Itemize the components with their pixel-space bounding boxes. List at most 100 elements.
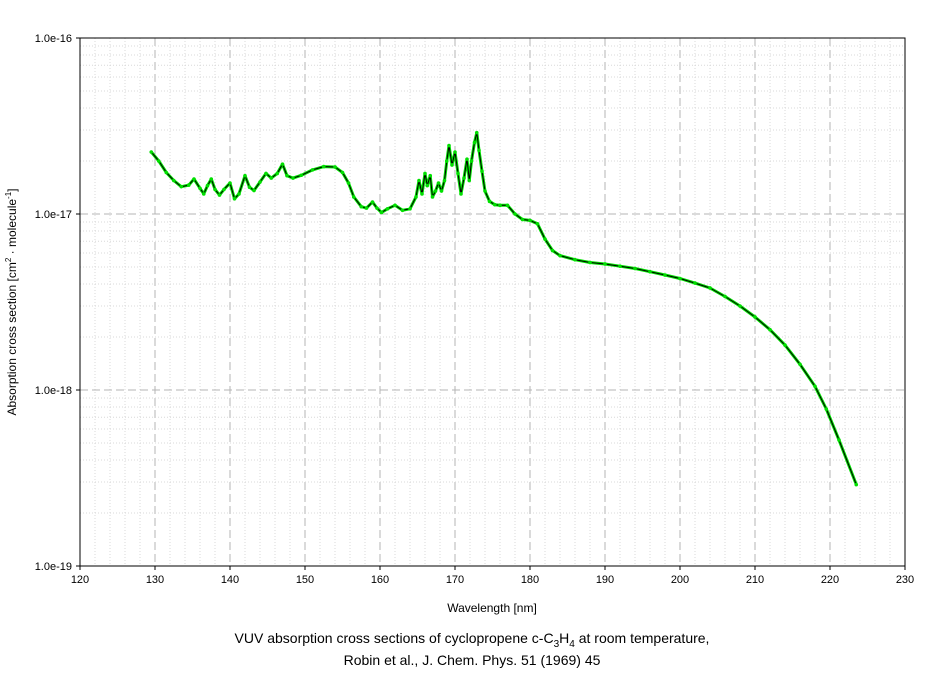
- data-point: [333, 165, 337, 169]
- data-point: [420, 192, 424, 196]
- data-point: [370, 200, 375, 204]
- data-point: [243, 173, 247, 178]
- data-point: [648, 269, 652, 274]
- y-tick-label: 1.0e-16: [35, 33, 72, 45]
- data-point: [228, 181, 232, 185]
- data-point: [462, 176, 466, 180]
- x-tick-label: 120: [71, 574, 89, 586]
- data-point: [723, 294, 727, 299]
- plot-frame: [79, 37, 906, 567]
- data-point: [364, 206, 369, 210]
- data-point: [573, 257, 577, 262]
- x-tick-label: 180: [521, 574, 539, 586]
- data-point: [813, 384, 817, 389]
- data-point: [164, 170, 169, 175]
- data-point: [693, 281, 697, 285]
- data-point: [520, 217, 525, 222]
- data-point: [346, 181, 351, 185]
- data-point: [824, 407, 829, 411]
- data-point: [633, 266, 637, 271]
- plot-area: [79, 37, 906, 567]
- data-point: [217, 193, 222, 197]
- data-point: [205, 183, 210, 188]
- data-point: [258, 180, 262, 184]
- y-tick-label: 1.0e-17: [35, 209, 72, 221]
- data-point: [450, 163, 454, 167]
- series-layer: [149, 130, 859, 487]
- data-point: [299, 173, 304, 178]
- x-tick-label: 200: [671, 574, 689, 586]
- data-point: [385, 207, 390, 211]
- data-point: [492, 202, 497, 207]
- x-tick-labels: 120 130 140 150 160 170 180 190 200 210 220 230: [71, 566, 914, 586]
- data-point: [472, 140, 477, 145]
- data-point: [430, 195, 435, 199]
- data-point: [469, 159, 474, 163]
- data-point: [275, 171, 280, 176]
- x-tick-label: 130: [146, 574, 164, 586]
- data-point: [678, 276, 682, 281]
- data-point: [663, 273, 667, 277]
- data-point: [483, 189, 487, 193]
- data-point: [480, 169, 484, 174]
- data-point: [423, 171, 427, 176]
- data-point: [321, 164, 326, 169]
- y-axis-label: Absorption cross section [cm2 · molecule…: [4, 188, 19, 415]
- data-point: [222, 187, 226, 192]
- data-point: [310, 168, 315, 172]
- data-point: [798, 362, 802, 367]
- data-point: [237, 192, 241, 196]
- data-point: [783, 343, 787, 347]
- absorption-chart: 120 130 140 150 160 170 180 190 200 210 220 230 1.0…: [4, 33, 914, 615]
- y-tick-label: 1.0e-18: [35, 385, 72, 397]
- chart-caption-line2: Robin et al., J. Chem. Phys. 51 (1969) 4…: [343, 652, 601, 668]
- data-point: [535, 221, 540, 226]
- data-point: [280, 162, 285, 166]
- y-tick-label: 1.0e-19: [35, 561, 72, 573]
- data-point: [201, 192, 206, 196]
- data-point: [447, 143, 451, 148]
- x-axis-label: Wavelength [nm]: [447, 601, 537, 615]
- data-point: [433, 189, 438, 193]
- data-point: [738, 304, 742, 308]
- data-point: [498, 203, 502, 208]
- data-point: [247, 185, 252, 189]
- data-point: [467, 178, 472, 183]
- data-point: [618, 264, 622, 269]
- data-point: [186, 183, 191, 187]
- data-point: [400, 208, 405, 213]
- data-point: [285, 173, 289, 178]
- x-tick-label: 170: [446, 574, 464, 586]
- data-point: [439, 189, 444, 193]
- data-point: [359, 204, 364, 209]
- data-point: [477, 148, 481, 153]
- data-point: [375, 206, 379, 210]
- data-point: [232, 197, 237, 201]
- data-point: [453, 150, 457, 154]
- x-tick-label: 160: [371, 574, 389, 586]
- x-tick-label: 220: [821, 574, 839, 586]
- x-tick-label: 230: [896, 574, 914, 586]
- data-point: [528, 218, 532, 223]
- data-point: [425, 183, 430, 188]
- data-point: [379, 210, 384, 215]
- series-line: [150, 132, 857, 485]
- data-point: [708, 286, 712, 290]
- data-point: [768, 327, 772, 332]
- data-point: [487, 199, 492, 204]
- data-point: [550, 248, 555, 253]
- data-point: [459, 192, 463, 196]
- data-point: [198, 186, 202, 191]
- data-point: [753, 315, 757, 319]
- data-point: [854, 482, 859, 487]
- grid: [80, 38, 905, 566]
- data-point: [351, 195, 356, 199]
- data-point: [474, 130, 479, 135]
- data-point: [513, 212, 517, 216]
- data-point: [156, 159, 161, 163]
- data-point: [465, 157, 469, 161]
- data-point: [603, 262, 607, 266]
- data-point: [393, 203, 397, 208]
- data-point: [340, 170, 345, 175]
- data-point: [442, 178, 447, 183]
